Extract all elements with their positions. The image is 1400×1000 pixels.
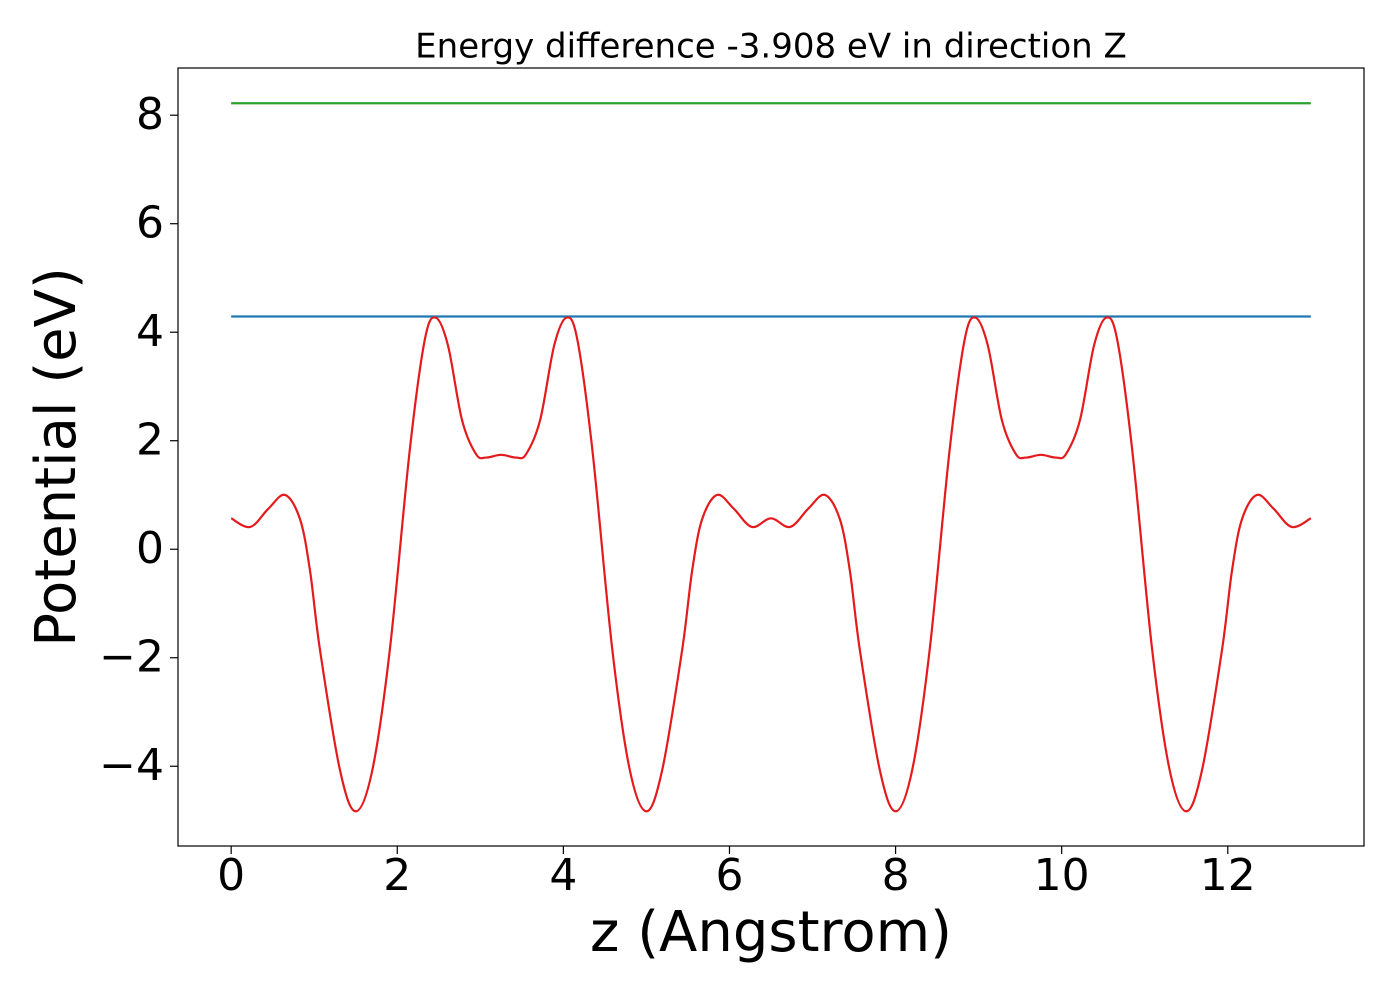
x-tick-label: 2 bbox=[383, 850, 411, 901]
y-tick-label: 8 bbox=[136, 89, 164, 140]
x-tick-label: 12 bbox=[1200, 850, 1256, 901]
x-tick-label: 6 bbox=[715, 850, 743, 901]
series-line bbox=[230, 316, 1312, 813]
y-tick-label: 4 bbox=[136, 306, 164, 357]
chart-title: Energy difference -3.908 eV in direction… bbox=[415, 27, 1127, 67]
y-tick-label: −2 bbox=[99, 632, 164, 683]
x-tick-label: 10 bbox=[1034, 850, 1090, 901]
y-tick-label: −4 bbox=[99, 740, 164, 791]
plot-frame bbox=[177, 67, 1365, 847]
x-tick-label: 4 bbox=[549, 850, 577, 901]
y-tick-label: 0 bbox=[136, 523, 164, 574]
y-tick-label: 6 bbox=[136, 198, 164, 249]
y-axis-label: Potential (eV) bbox=[24, 267, 89, 647]
y-tick-label: 2 bbox=[136, 415, 164, 466]
x-tick-label: 0 bbox=[217, 850, 245, 901]
x-tick-label: 8 bbox=[882, 850, 910, 901]
x-axis-label: z (Angstrom) bbox=[590, 900, 952, 965]
